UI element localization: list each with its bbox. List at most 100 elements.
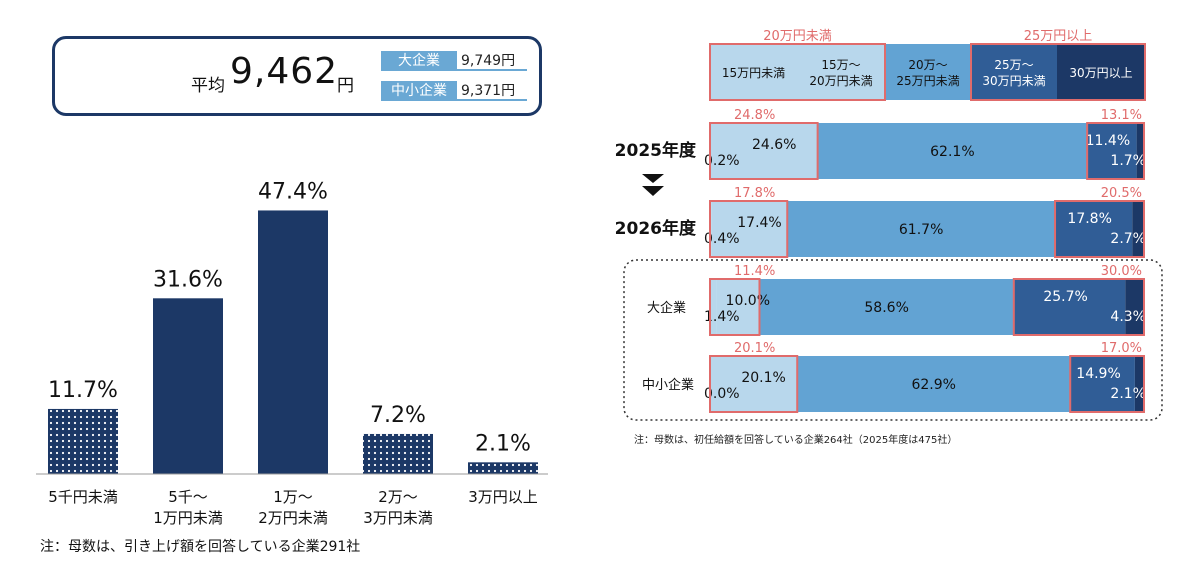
legend-high-group-outline [970,43,1146,101]
segment-value-label: 10.0% [726,293,770,309]
low-group-outline [709,200,789,258]
large-company-label: 大企業 [381,51,457,71]
down-arrow-icon [642,174,664,196]
bar-value-label: 7.2% [370,403,426,428]
high-group-outline [1054,200,1145,258]
segment-value-label: 20.1% [741,370,785,386]
legend-label: 25万円未満 [896,74,959,88]
legend-label: 25万～ [994,58,1033,72]
high-group-total: 20.5% [1101,186,1142,201]
starting-salary-stacked-chart: 15万円未満 15万～ 20万円未満 20万～ 25万円未満 25万～ 30万円未満 30万円… [615,29,1163,446]
company-size-group-border [623,259,1163,421]
segment-value-label: 62.9% [911,377,955,393]
segment-value-label: 4.3% [1110,309,1146,325]
category-label: 1万～ [273,488,313,506]
average-value: 9,462 [230,51,339,92]
legend-label: 20万円未満 [809,74,872,88]
category-label: 5千～ [168,488,208,506]
bar-value-label: 11.7% [48,378,118,403]
stack-segment-2 [710,123,818,179]
legend-swatch-2 [797,44,885,100]
high-group-total: 13.1% [1101,108,1142,123]
stack-segment-2 [711,201,788,257]
legend-low-group-label: 20万円未満 [763,29,832,44]
large-company-value: 9,749円 [457,51,527,71]
stack-segment-4 [1013,279,1126,335]
stack-segment-3 [817,123,1088,179]
segment-value-label: 2.7% [1110,231,1146,247]
stack-segment-5 [1136,123,1144,179]
bar-chart-note: 注：母数は、引き上げ額を回答している企業291社 [40,538,360,555]
bar-2 [153,298,223,474]
category-label: 2万～ [378,488,418,506]
legend-swatch-1 [710,44,797,100]
segment-value-label: 58.6% [864,300,908,316]
low-group-outline [709,355,799,413]
legend-label: 15万～ [821,58,860,72]
legend-swatch-5 [1057,44,1145,100]
high-group-outline [1086,122,1145,180]
stack-segment-5 [1132,201,1144,257]
legend-high-group-label: 25万円以上 [1024,29,1093,44]
high-group-total: 30.0% [1101,264,1142,279]
low-group-total: 20.1% [734,341,775,356]
category-label: 3万円未満 [363,509,433,527]
high-group-outline [1012,278,1145,336]
bar-3 [258,210,328,474]
low-group-total: 11.4% [734,264,775,279]
legend-label: 15万円未満 [722,66,785,80]
segment-value-label: 0.0% [704,386,740,402]
bar-value-label: 47.4% [258,179,328,204]
legend-swatch-3 [885,44,971,100]
high-group-outline [1069,355,1145,413]
row-label: 大企業 [647,300,686,316]
average-unit: 円 [337,76,354,96]
legend-low-group-outline [709,43,886,101]
stack-segment-4 [1087,123,1137,179]
low-group-outline [709,278,761,336]
legend-swatch-4 [971,44,1057,100]
stack-segment-3 [759,279,1014,335]
low-group-total: 17.8% [734,186,775,201]
segment-value-label: 25.7% [1043,289,1087,305]
stack-segment-4 [1070,356,1135,412]
average-summary-box: 平均 9,462 円 大企業 9,749円 中小企業 9,371円 [52,36,542,116]
bar-value-label: 2.1% [475,431,531,456]
legend-label: 30万円未満 [982,74,1045,88]
category-label: 5千円未満 [48,488,118,506]
legend-label: 30万円以上 [1069,66,1132,80]
segment-value-label: 14.9% [1076,366,1120,382]
raise-amount-bar-chart: 11.7% 5千円未満 31.6% 5千～ 1万円未満 47.4% 1万～ 2万円未満 7.2%… [36,179,548,555]
low-group-outline [709,122,819,180]
bar-1 [48,408,118,474]
segment-value-label: 17.8% [1067,211,1111,227]
segment-value-label: 0.4% [704,231,740,247]
segment-value-label: 62.1% [930,144,974,160]
legend-label: 20万～ [908,58,947,72]
category-label: 1万円未満 [153,509,223,527]
segment-value-label: 0.2% [704,153,740,169]
row-label: 2026年度 [615,218,697,239]
segment-value-label: 61.7% [899,222,943,238]
stack-segment-3 [787,201,1056,257]
bar-5 [468,462,538,474]
stack-segment-1 [710,279,717,335]
sme-value: 9,371円 [457,81,527,101]
category-label: 3万円以上 [468,488,538,506]
segment-value-label: 1.7% [1110,153,1146,169]
stack-segment-2 [716,279,760,335]
stack-segment-2 [710,356,798,412]
category-label: 2万円未満 [258,509,328,527]
segment-value-label: 1.4% [704,309,740,325]
average-label: 平均 [191,76,225,96]
sme-label: 中小企業 [381,81,457,101]
segment-value-label: 24.6% [752,137,796,153]
row-label: 中小企業 [642,377,694,393]
segment-value-label: 11.4% [1086,133,1130,149]
stacked-chart-note: 注：母数は、初任給額を回答している企業264社（2025年度は475社） [634,433,957,446]
segment-value-label: 17.4% [737,215,781,231]
row-label: 2025年度 [615,140,697,161]
high-group-total: 17.0% [1101,341,1142,356]
segment-value-label: 2.1% [1110,386,1146,402]
stack-segment-5 [1134,356,1144,412]
